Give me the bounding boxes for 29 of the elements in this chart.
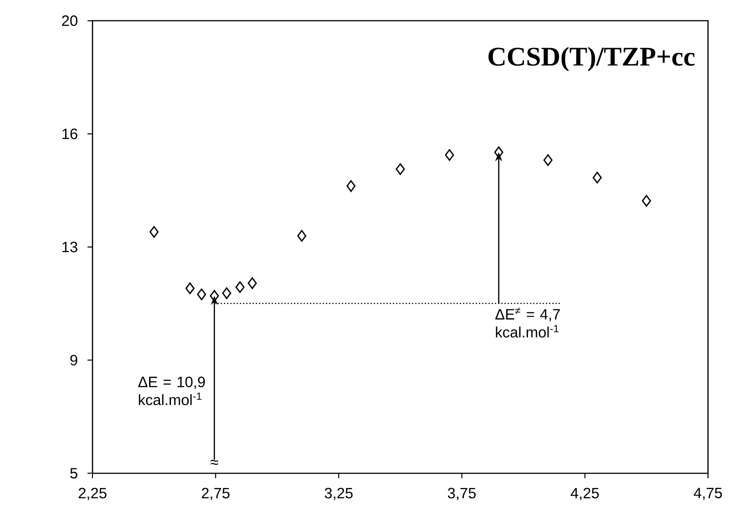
point <box>248 277 257 290</box>
annotation: ΔE = 10,9 kcal.mol$^{-1}$ <box>138 376 205 406</box>
y-tick-label: 20 <box>62 15 78 26</box>
point <box>346 180 356 192</box>
text: CCSD(T)/TZP+cc <box>488 46 695 72</box>
point <box>297 230 306 242</box>
point <box>444 149 454 161</box>
x-tick-label: 3,25 <box>324 488 353 500</box>
point <box>210 290 219 302</box>
x-tick-label: 3,75 <box>448 488 476 500</box>
x-tick-label: 4,75 <box>694 488 722 500</box>
x-tick-label: 2,75 <box>202 488 230 500</box>
point <box>222 287 232 300</box>
point <box>150 226 159 238</box>
y-tick-label: 5 <box>70 468 78 479</box>
point <box>197 288 206 300</box>
point <box>543 154 553 166</box>
point <box>592 172 602 184</box>
point <box>396 163 405 175</box>
y-tick-label: 16 <box>62 128 78 140</box>
annotation: ΔE$^{≠}$ = 4,7 kcal.mol$^{-1}$ <box>495 308 560 338</box>
x-tick-label: 4,25 <box>570 488 599 500</box>
point <box>185 282 195 294</box>
x-tick-label: 2,25 <box>78 488 106 500</box>
y-tick-label: 9 <box>70 354 78 366</box>
annotation: ≈ <box>210 460 218 465</box>
point <box>642 194 652 207</box>
y-tick-label: 13 <box>62 242 78 252</box>
point <box>235 281 245 293</box>
